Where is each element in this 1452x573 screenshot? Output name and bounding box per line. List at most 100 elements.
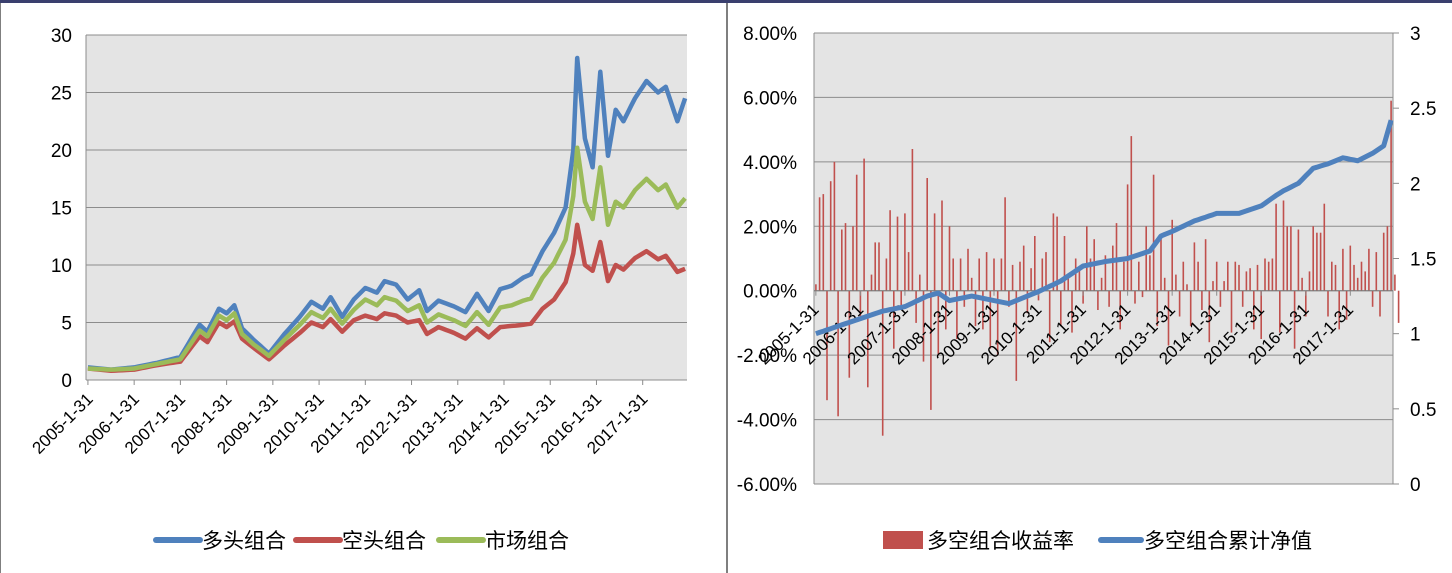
left-chart-panel: 0 5 10 15 20 25 30 2005-1-31 2006-1-31 2007-1-31 2…	[0, 3, 725, 573]
return-bar	[815, 284, 817, 291]
return-bar	[1167, 290, 1170, 346]
return-bar	[1397, 290, 1400, 323]
return-bar	[959, 258, 962, 291]
return-bar	[874, 242, 876, 291]
return-bar	[1223, 281, 1225, 291]
return-bar	[1349, 245, 1352, 291]
return-bar	[1100, 277, 1103, 291]
return-bar	[1000, 258, 1003, 291]
return-bar	[855, 174, 858, 291]
return-bar	[1249, 268, 1251, 291]
y-tick-label: 2.00%	[743, 217, 797, 238]
return-bar	[1011, 264, 1014, 291]
return-bar	[1015, 290, 1018, 381]
return-bar	[1008, 290, 1010, 307]
return-bar	[1386, 226, 1389, 291]
legend-label: 市场组合	[485, 530, 569, 553]
return-bar	[1230, 290, 1233, 333]
return-bar	[1052, 213, 1055, 291]
return-bar	[978, 258, 980, 291]
return-bar	[1286, 226, 1288, 291]
return-bar	[919, 274, 921, 291]
return-bar	[1331, 261, 1333, 291]
return-bar	[885, 258, 888, 291]
return-bar	[1316, 232, 1318, 291]
return-bar	[941, 200, 943, 291]
return-bar	[1138, 261, 1140, 291]
return-bar	[870, 274, 873, 291]
return-bar	[1175, 274, 1177, 291]
return-bar	[1145, 226, 1147, 291]
legend-swatch	[883, 531, 923, 549]
return-bar	[833, 161, 836, 291]
return-bar	[826, 290, 828, 401]
return-bar	[1360, 261, 1363, 291]
return-bar	[922, 290, 925, 362]
legend-label: 多空组合累计净值	[1144, 530, 1312, 553]
return-bar	[1186, 284, 1188, 291]
y-tick-label: 10	[51, 256, 72, 277]
return-bar	[1356, 277, 1359, 291]
return-bar	[1253, 290, 1255, 330]
return-bar	[1071, 290, 1073, 333]
return-bar	[996, 290, 999, 356]
return-bar	[848, 290, 851, 378]
return-bar	[818, 197, 821, 291]
return-bar	[1019, 261, 1021, 291]
return-bar	[1078, 268, 1081, 291]
return-bar	[1022, 245, 1025, 291]
return-bar	[1267, 261, 1270, 291]
right-chart-panel: -6.00% -4.00% -2.00% 0.00% 2.00% 4.00% 6.00% 8.…	[726, 3, 1452, 573]
y-tick-label: 6.00%	[743, 88, 797, 109]
return-bar	[993, 258, 995, 291]
y-tick-label: 15	[51, 199, 72, 220]
return-bar	[1189, 290, 1192, 327]
return-bar	[933, 213, 936, 291]
y-tick-label: 25	[51, 84, 72, 105]
return-bar	[1160, 239, 1162, 291]
return-bar	[985, 252, 988, 291]
return-bar	[859, 290, 862, 317]
return-bar	[970, 277, 973, 291]
y-tick-label: 0.00%	[743, 282, 797, 303]
return-bar	[956, 290, 958, 339]
return-bar	[1319, 232, 1322, 291]
return-bar	[1279, 290, 1281, 333]
y-tick-label: 0	[61, 371, 72, 392]
return-bar	[1379, 290, 1381, 317]
return-bar	[1364, 271, 1366, 291]
return-bar	[1327, 290, 1329, 317]
return-bar	[1178, 290, 1181, 317]
return-bar	[1212, 281, 1214, 291]
left-chart-svg: 0510152025302005-1-312006-1-312007-1-312…	[29, 26, 688, 553]
return-bar	[1149, 255, 1151, 291]
return-bar	[1156, 290, 1159, 327]
return-bar	[1171, 219, 1173, 291]
right-chart-svg: -6.00% -4.00% -2.00% 0.00% 2.00% 4.00% 6.00% 8.…	[737, 24, 1437, 553]
return-bar	[1241, 290, 1244, 307]
y2-tick-label: 3	[1410, 24, 1421, 45]
return-bar	[1264, 258, 1266, 291]
return-bar	[1323, 203, 1326, 291]
y2-tick-label: 1	[1410, 325, 1421, 346]
return-bar	[837, 290, 839, 417]
return-bar	[1063, 236, 1066, 291]
return-bar	[1041, 258, 1044, 291]
y-tick-label: 30	[51, 26, 72, 47]
y2-tick-label: 0	[1410, 475, 1421, 496]
return-bar	[1219, 290, 1222, 307]
return-bar	[1382, 232, 1385, 291]
return-bar	[930, 290, 932, 410]
return-bar	[1234, 261, 1237, 291]
return-bar	[1394, 274, 1396, 291]
return-bar	[1004, 197, 1006, 291]
y2-tick-label: 2	[1410, 174, 1421, 195]
return-bar	[926, 178, 928, 291]
return-bar	[911, 149, 914, 291]
return-bar	[1067, 277, 1069, 291]
return-bar	[1126, 184, 1129, 291]
return-bar	[945, 290, 947, 330]
return-bar	[1197, 261, 1199, 291]
series-line	[87, 145, 687, 372]
return-bar	[1312, 226, 1314, 291]
